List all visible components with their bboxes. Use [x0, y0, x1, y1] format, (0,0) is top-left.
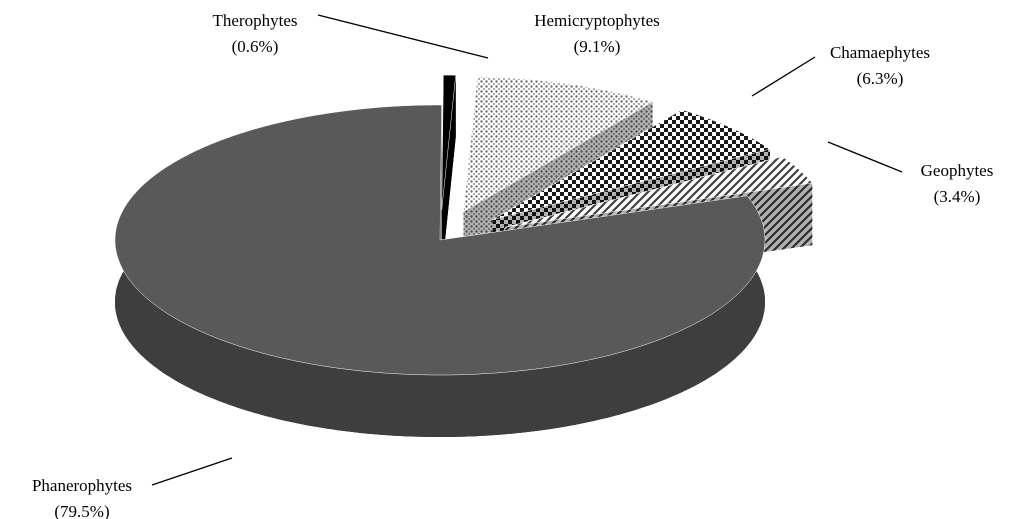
category-label: Geophytes — [921, 161, 994, 180]
value-label: (9.1%) — [574, 37, 621, 56]
value-label: (6.3%) — [857, 69, 904, 88]
value-label: (3.4%) — [934, 187, 981, 206]
slice — [441, 74, 456, 211]
category-label: Chamaephytes — [830, 43, 930, 62]
value-label: (79.5%) — [54, 502, 109, 519]
slice — [505, 156, 813, 228]
slice — [114, 104, 766, 376]
slice — [492, 109, 771, 220]
category-label: Hemicryptophytes — [534, 11, 660, 30]
category-label: Therophytes — [213, 11, 298, 30]
leader-line — [151, 457, 233, 486]
leader-line — [751, 56, 816, 97]
category-label: Phanerophytes — [32, 476, 132, 495]
value-label: (0.6%) — [232, 37, 279, 56]
slice-side — [441, 75, 456, 273]
slice — [463, 76, 654, 213]
leader-line — [827, 141, 903, 173]
slice-side-shade — [441, 75, 456, 273]
leader-line — [317, 14, 489, 59]
